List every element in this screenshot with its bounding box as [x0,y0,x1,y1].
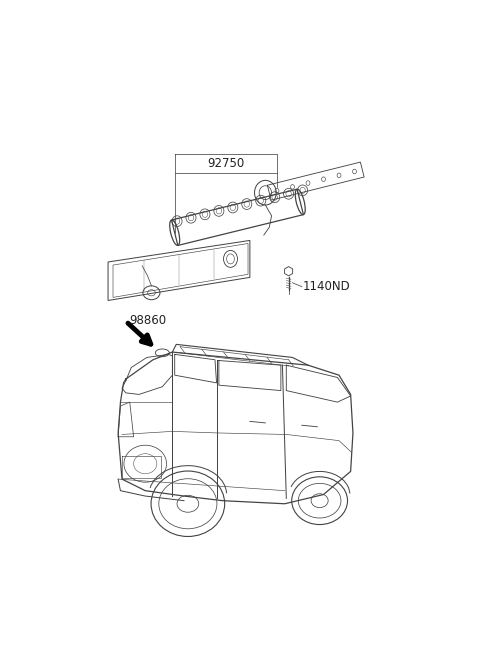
Text: 98860: 98860 [129,314,166,327]
Text: 1140ND: 1140ND [302,280,350,293]
Text: 92750: 92750 [207,157,244,170]
